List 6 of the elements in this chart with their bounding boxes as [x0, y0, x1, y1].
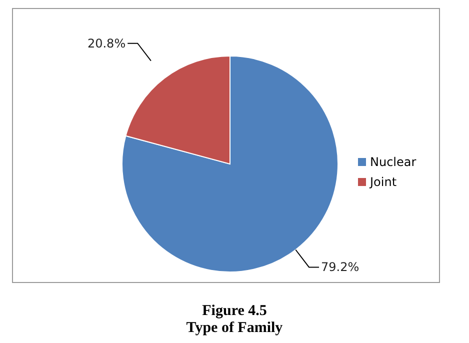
legend-label: Joint: [370, 175, 397, 189]
data-label: 79.2%: [321, 260, 360, 274]
text: Figure 4.5: [201, 303, 268, 320]
data-label: 20.8%: [87, 36, 126, 50]
text: Type of Family: [185, 320, 284, 337]
legend-label: Nuclear: [370, 155, 416, 169]
